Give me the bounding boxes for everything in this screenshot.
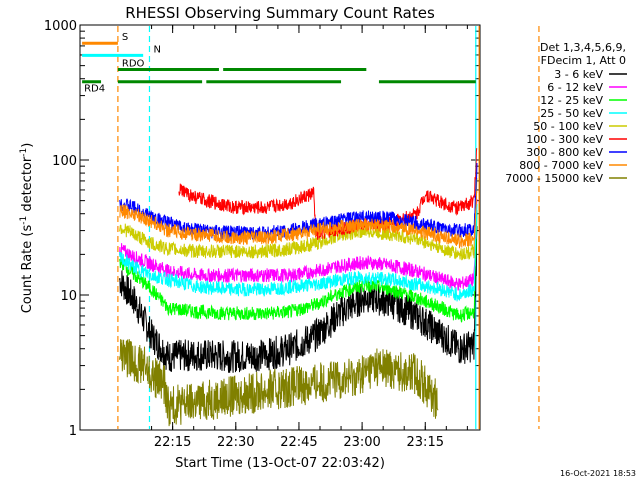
y-axis-label: Count Rate (s-1 detector-1) <box>19 143 35 314</box>
series-line-7 <box>119 190 478 249</box>
flag-label-rdo: RDO <box>122 59 145 70</box>
y-tick-label-2: 100 <box>52 154 77 169</box>
y-label-end: ) <box>20 143 35 148</box>
y-label-main: Count Rate (s <box>20 225 35 314</box>
legend-label-7: 800 - 7000 keV <box>519 159 603 172</box>
legend-label-6: 300 - 800 keV <box>526 146 603 159</box>
flag-label-s: S <box>122 32 128 43</box>
y-label-sup1: -1 <box>19 216 29 225</box>
plot-frame <box>79 24 481 431</box>
x-axis-label: Start Time (13-Oct-07 22:03:42) <box>175 456 385 471</box>
x-tick-label-3: 23:00 <box>343 435 380 450</box>
series-line-1 <box>119 198 478 291</box>
footer-date: 16-Oct-2021 18:53 <box>560 469 636 478</box>
series-line-0 <box>119 226 478 373</box>
series-line-6 <box>119 162 478 241</box>
x-tick-label-0: 22:15 <box>154 435 191 450</box>
legend-label-1: 6 - 12 keV <box>547 81 603 94</box>
y-tick-label-3: 1000 <box>44 19 77 34</box>
legend-label-0: 3 - 6 keV <box>554 68 603 81</box>
y-tick-label-0: 1 <box>69 424 77 439</box>
plot-area: 22:15 22:30 22:45 23:00 23:15 1 10 100 1000 S N RDO… <box>44 19 627 450</box>
x-tick-label-1: 22:30 <box>217 435 254 450</box>
x-tick-label-4: 23:15 <box>407 435 444 450</box>
legend-label-4: 50 - 100 keV <box>533 120 603 133</box>
legend-header-0: Det 1,3,4,5,6,9, <box>540 41 626 54</box>
series-line-2 <box>119 210 478 323</box>
legend-label-2: 12 - 25 keV <box>540 94 603 107</box>
series-line-3 <box>119 203 478 302</box>
flag-label-n: N <box>153 44 160 55</box>
series-line-8 <box>119 339 439 427</box>
y-tick-label-1: 10 <box>60 289 77 304</box>
legend-header-1: FDecim 1, Att 0 <box>541 54 626 67</box>
legend-label-3: 25 - 50 keV <box>540 107 603 120</box>
x-tick-label-2: 22:45 <box>280 435 317 450</box>
y-label-sup2: -1 <box>19 148 29 157</box>
legend-label-8: 7000 - 15000 keV <box>505 172 603 185</box>
chart-title: RHESSI Observing Summary Count Rates <box>125 4 435 22</box>
flag-label-rd4: RD4 <box>84 84 105 95</box>
y-label-mid: detector <box>20 156 35 216</box>
legend-label-5: 100 - 300 keV <box>526 133 603 146</box>
